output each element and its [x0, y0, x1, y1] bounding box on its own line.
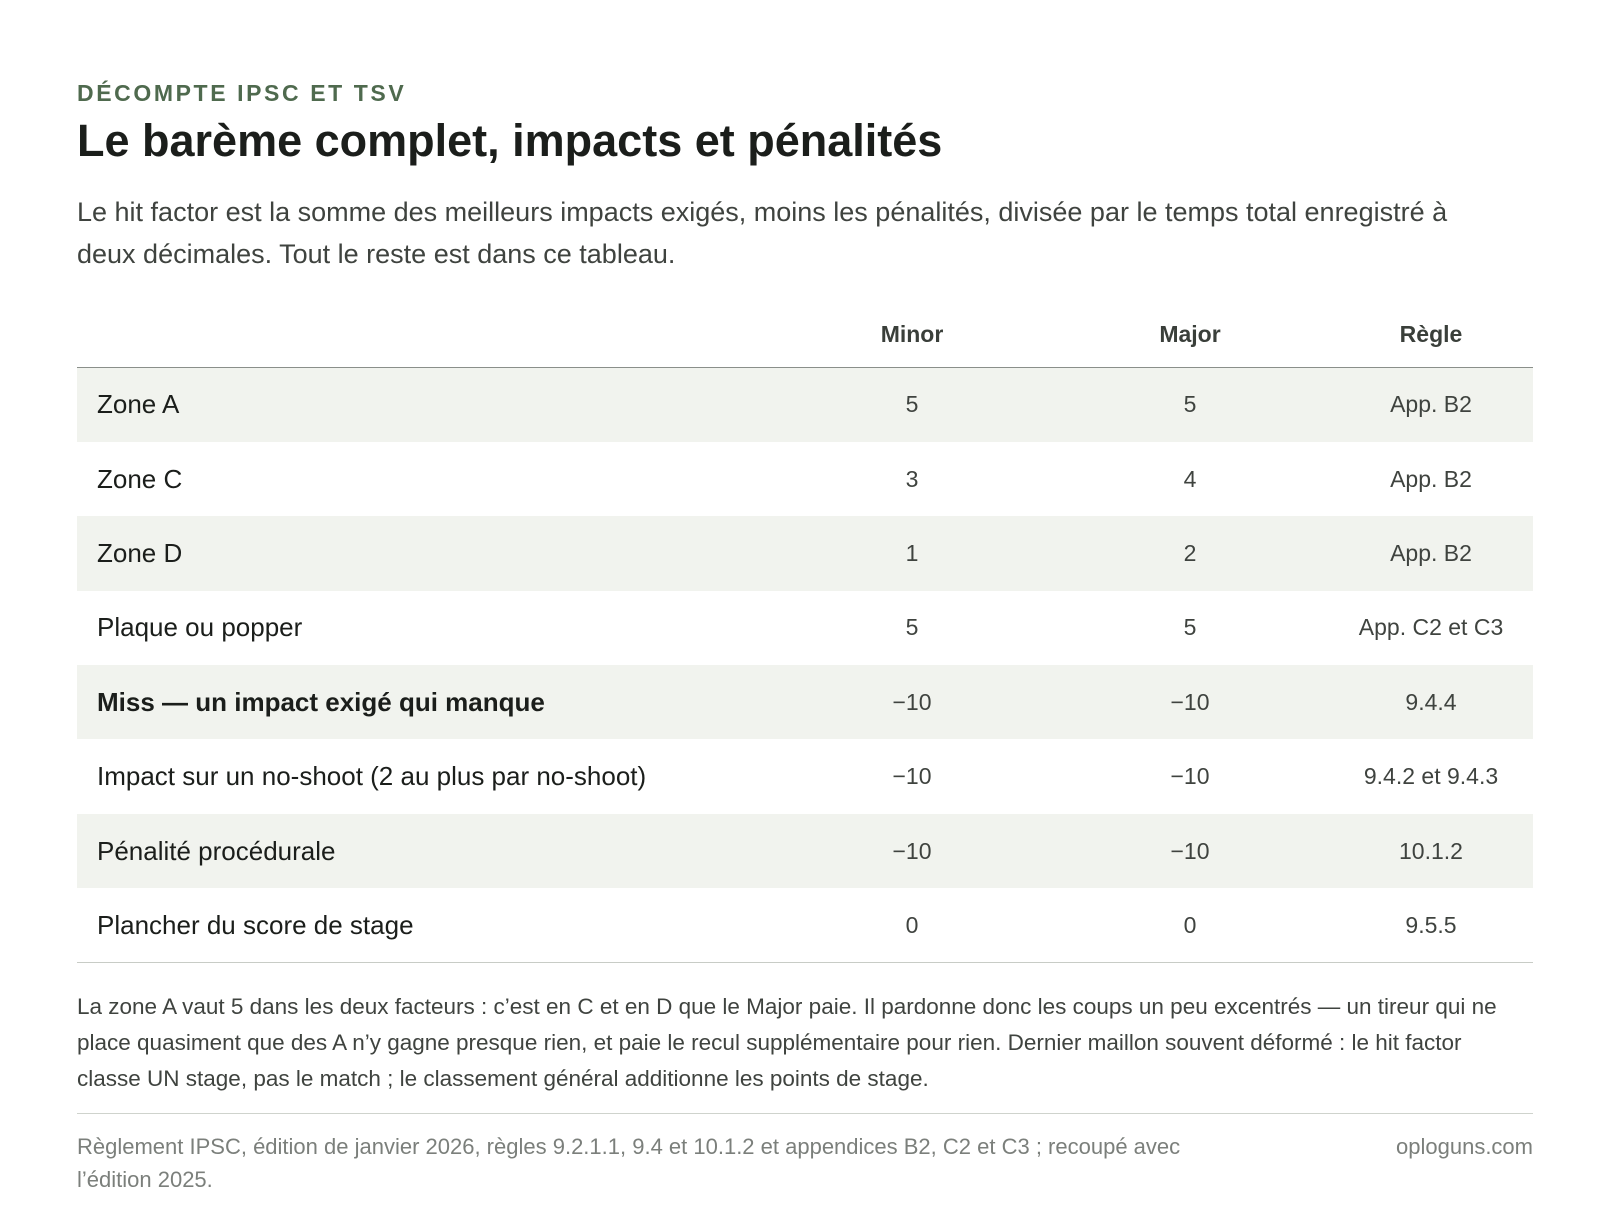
- explanatory-note: La zone A vaut 5 dans les deux facteurs …: [77, 994, 1497, 1092]
- minor-value: −10: [892, 688, 932, 715]
- site-brand: oploguns.com: [1396, 1134, 1533, 1160]
- column-header-label: [77, 301, 773, 368]
- table-row: Pénalité procédurale −10 −10 10.1.2: [77, 813, 1533, 889]
- rule-reference: 9.4.4: [1405, 688, 1457, 715]
- column-header-major: Major: [1051, 301, 1329, 368]
- minor-value: 5: [905, 391, 919, 418]
- kicker: DÉCOMPTE IPSC ET TSV: [77, 80, 407, 106]
- table-header: Minor Major Règle: [77, 301, 1533, 368]
- minor-value: −10: [892, 763, 932, 790]
- page-content: DÉCOMPTE IPSC ET TSV Le barème complet, …: [77, 77, 1533, 1196]
- rule-reference: 9.4.2 et 9.4.3: [1363, 763, 1499, 790]
- major-value: 4: [1183, 465, 1197, 492]
- rule-reference: 10.1.2: [1399, 837, 1463, 864]
- row-label: Zone A: [97, 389, 180, 420]
- table-row: Zone D 1 2 App. B2: [77, 516, 1533, 591]
- rule-reference: App. C2 et C3: [1358, 614, 1504, 641]
- table-body: Zone A 5 5 App. B2 Zone C 3 4 App. B2 Zone D 1 2 Ap…: [77, 367, 1533, 964]
- table-row: Miss — un impact exigé qui manque −10 −10 9…: [77, 665, 1533, 740]
- footer: Règlement IPSC, édition de janvier 2026,…: [77, 1130, 1533, 1196]
- rule-reference: App. B2: [1390, 391, 1472, 418]
- minor-value: 5: [905, 614, 919, 641]
- footer-divider: [77, 1113, 1533, 1115]
- row-label: Zone D: [97, 537, 183, 568]
- page-title: Le barème complet, impacts et pénalités: [77, 115, 943, 166]
- row-label: Pénalité procédurale: [97, 835, 336, 866]
- scoring-table: Minor Major Règle Zone A 5 5 App. B2 Zone C 3…: [77, 301, 1533, 964]
- table-row: Zone C 3 4 App. B2: [77, 442, 1533, 516]
- major-value: 5: [1183, 391, 1197, 418]
- minor-value: 0: [773, 888, 1051, 964]
- row-label: Zone C: [97, 463, 183, 494]
- major-value: 0: [1051, 888, 1329, 964]
- table-row: Plancher du score de stage 0 0 9.5.5: [77, 888, 1533, 964]
- minor-value: −10: [892, 837, 932, 864]
- row-label: Plaque ou popper: [97, 612, 303, 643]
- row-label: Plancher du score de stage: [77, 888, 773, 964]
- minor-value: 3: [905, 465, 919, 492]
- table-header-row: Minor Major Règle: [77, 301, 1533, 368]
- table-row: Plaque ou popper 5 5 App. C2 et C3: [77, 591, 1533, 665]
- major-value: −10: [1170, 688, 1210, 715]
- major-value: −10: [1170, 837, 1210, 864]
- rule-reference: App. B2: [1390, 465, 1472, 492]
- rule-reference: App. B2: [1390, 539, 1472, 566]
- table-row: Zone A 5 5 App. B2: [77, 367, 1533, 442]
- minor-value: 1: [905, 539, 919, 566]
- major-value: −10: [1170, 763, 1210, 790]
- lede-paragraph: Le hit factor est la somme des meilleurs…: [77, 197, 1448, 269]
- rule-reference: 9.5.5: [1329, 888, 1533, 964]
- row-label: Miss — un impact exigé qui manque: [97, 686, 545, 717]
- column-header-rule: Règle: [1329, 301, 1533, 368]
- table-row: Impact sur un no-shoot (2 au plus par no…: [77, 739, 1533, 813]
- row-label: Impact sur un no-shoot (2 au plus par no…: [97, 761, 647, 792]
- major-value: 5: [1183, 614, 1197, 641]
- major-value: 2: [1183, 539, 1197, 566]
- column-header-minor: Minor: [773, 301, 1051, 368]
- source-citation: Règlement IPSC, édition de janvier 2026,…: [77, 1134, 1181, 1193]
